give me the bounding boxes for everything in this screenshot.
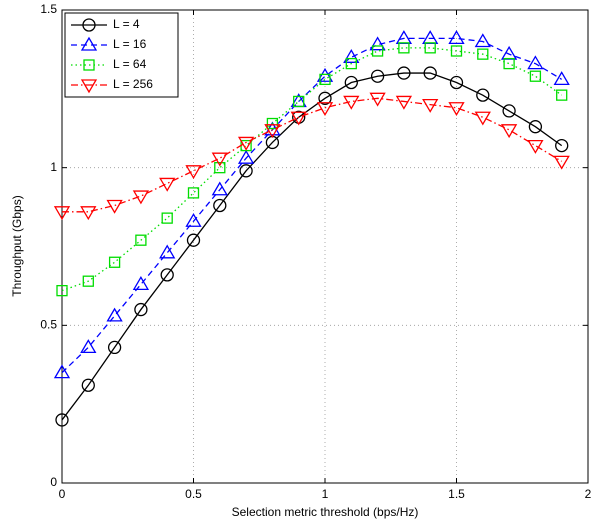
data-point (371, 45, 384, 57)
data-point (237, 149, 255, 164)
legend-marker (83, 59, 95, 71)
data-point (474, 111, 491, 126)
data-point (239, 164, 253, 178)
data-point (502, 104, 516, 118)
data-point (107, 340, 122, 355)
data-point (82, 275, 94, 287)
data-point (266, 117, 279, 130)
data-point (185, 212, 202, 227)
data-point (503, 57, 515, 70)
data-point (211, 181, 228, 196)
data-point (53, 206, 71, 221)
y-tick-label: 0 (50, 475, 57, 489)
data-point (237, 136, 255, 151)
x-tick-label: 1 (322, 487, 329, 501)
y-tick-label: 1.5 (40, 2, 57, 16)
data-point (186, 233, 201, 247)
data-point (132, 190, 150, 205)
data-point (135, 234, 147, 246)
data-point (106, 199, 123, 214)
series-line (61, 37, 563, 374)
data-point (500, 124, 518, 139)
data-point (476, 88, 490, 102)
data-point (56, 284, 68, 297)
data-point (132, 276, 150, 290)
data-point (424, 42, 436, 54)
data-point (422, 98, 439, 113)
legend-label: L = 16 (113, 37, 147, 51)
data-point (527, 55, 544, 70)
data-point (553, 71, 570, 86)
data-point (319, 73, 331, 86)
data-point (529, 70, 542, 82)
legend-marker (80, 36, 98, 51)
data-point (55, 413, 69, 427)
y-tick-label: 1 (50, 160, 57, 174)
x-tick-label: 2 (585, 487, 592, 501)
data-point (185, 165, 202, 180)
x-tick-label: 0 (59, 487, 66, 501)
data-point (343, 49, 360, 63)
y-axis-label: Throughput (Gbps) (10, 195, 24, 296)
data-point (187, 187, 200, 199)
data-point (527, 139, 544, 154)
data-point (344, 75, 358, 90)
data-point (395, 95, 413, 110)
data-point (369, 36, 386, 51)
x-axis-label: Selection metric threshold (bps/Hz) (232, 505, 419, 519)
data-point (448, 102, 465, 117)
data-point (555, 138, 569, 153)
legend-label: L = 256 (113, 77, 153, 91)
data-point (370, 69, 385, 83)
legend-marker (80, 79, 98, 94)
data-point (449, 75, 464, 90)
data-point (528, 120, 543, 134)
y-tick-label: 0.5 (40, 318, 57, 332)
data-point (213, 198, 227, 213)
data-point (214, 162, 226, 174)
data-point (474, 33, 491, 48)
data-point (134, 302, 148, 317)
data-point (343, 95, 360, 110)
data-point (398, 42, 410, 54)
data-point (397, 66, 411, 80)
data-point (108, 256, 121, 268)
data-point (290, 111, 307, 126)
data-point (316, 102, 334, 117)
data-point (211, 152, 228, 167)
data-point (159, 244, 176, 259)
legend-label: L = 64 (113, 57, 147, 71)
data-point (159, 177, 176, 192)
data-point (81, 378, 95, 392)
data-point (293, 95, 305, 108)
legend-marker (82, 18, 96, 32)
data-point (477, 48, 489, 60)
data-point (448, 30, 465, 45)
x-tick-label: 1.5 (448, 487, 465, 501)
data-point (450, 45, 463, 57)
data-point (316, 67, 334, 82)
series-line (62, 97, 563, 213)
data-point (80, 339, 97, 354)
data-point (160, 268, 174, 282)
legend-label: L = 4 (113, 17, 140, 31)
data-point (106, 307, 123, 322)
data-point (161, 212, 173, 224)
data-point (423, 66, 437, 80)
data-point (556, 89, 568, 101)
data-point (80, 206, 97, 221)
data-point (318, 91, 332, 105)
data-point (553, 155, 570, 170)
x-tick-label: 0.5 (185, 487, 202, 501)
plot-frame (61, 9, 589, 484)
data-point (264, 124, 281, 139)
data-point (345, 57, 357, 70)
data-point (369, 92, 386, 107)
data-point (53, 364, 71, 379)
series-line (61, 72, 563, 421)
